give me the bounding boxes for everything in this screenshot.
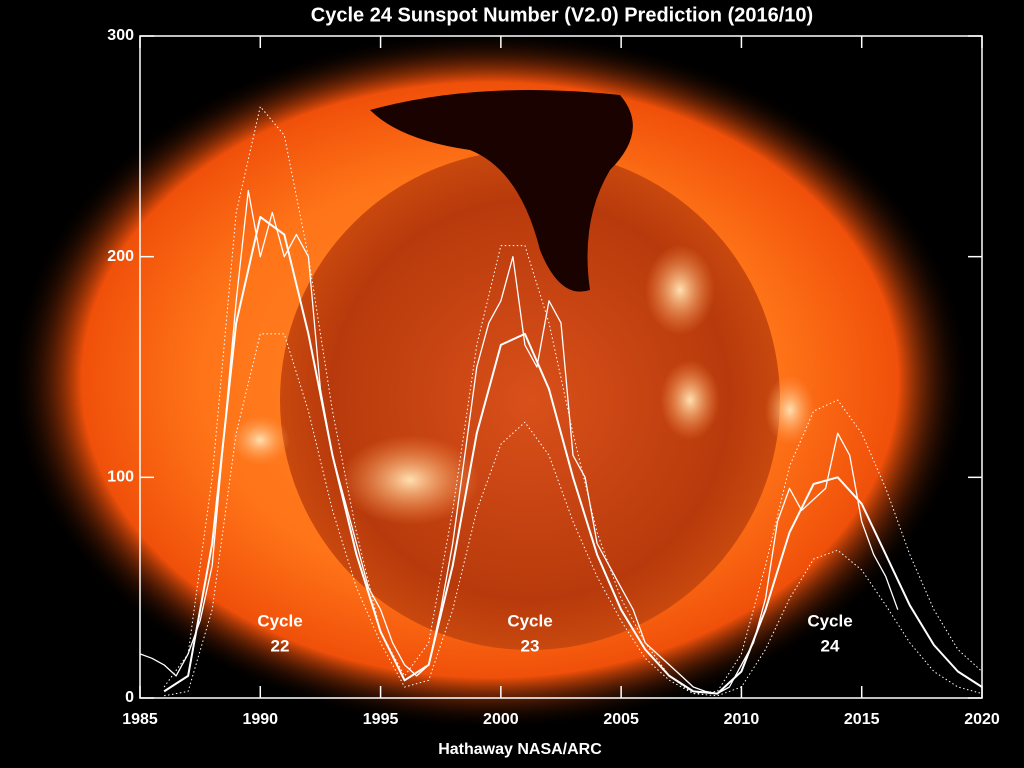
- x-tick-label: 2010: [724, 711, 760, 728]
- active-region: [645, 245, 715, 335]
- y-tick-label: 300: [107, 27, 134, 44]
- active-region: [230, 415, 290, 465]
- plot-frame: [139, 35, 983, 699]
- y-tick-label: 100: [107, 469, 134, 486]
- coronal-hole: [370, 90, 633, 292]
- cycle-label: 22: [271, 636, 290, 655]
- x-tick-label: 1990: [242, 711, 278, 728]
- x-tick-label: 1995: [363, 711, 399, 728]
- x-tick-label: 1985: [122, 711, 158, 728]
- active-region: [765, 375, 815, 445]
- x-tick-label: 2020: [964, 711, 1000, 728]
- y-tick-label: 0: [125, 689, 134, 706]
- plot-layer: 1985 1990 1995 2000 2005 2010 2015 2020 0 100 200 3…: [107, 27, 1000, 728]
- chart-title: Cycle 24 Sunspot Number (V2.0) Predictio…: [311, 4, 813, 26]
- x-tick-label: 2000: [483, 711, 519, 728]
- x-tick-label: 2005: [603, 711, 639, 728]
- active-region: [660, 360, 720, 440]
- credit: Hathaway NASA/ARC: [438, 741, 602, 758]
- series-line: [139, 189, 899, 695]
- series-line: [163, 215, 983, 695]
- y-tick-label: 200: [107, 248, 134, 265]
- cycle-label: Cycle: [507, 611, 552, 630]
- cycle-label: 24: [821, 636, 840, 655]
- cycle-label: Cycle: [257, 611, 302, 630]
- active-region: [340, 435, 480, 525]
- x-tick-label: 2015: [844, 711, 880, 728]
- series-line: [164, 333, 983, 697]
- cycle-label: Cycle: [807, 611, 852, 630]
- cycle-label: 23: [521, 636, 540, 655]
